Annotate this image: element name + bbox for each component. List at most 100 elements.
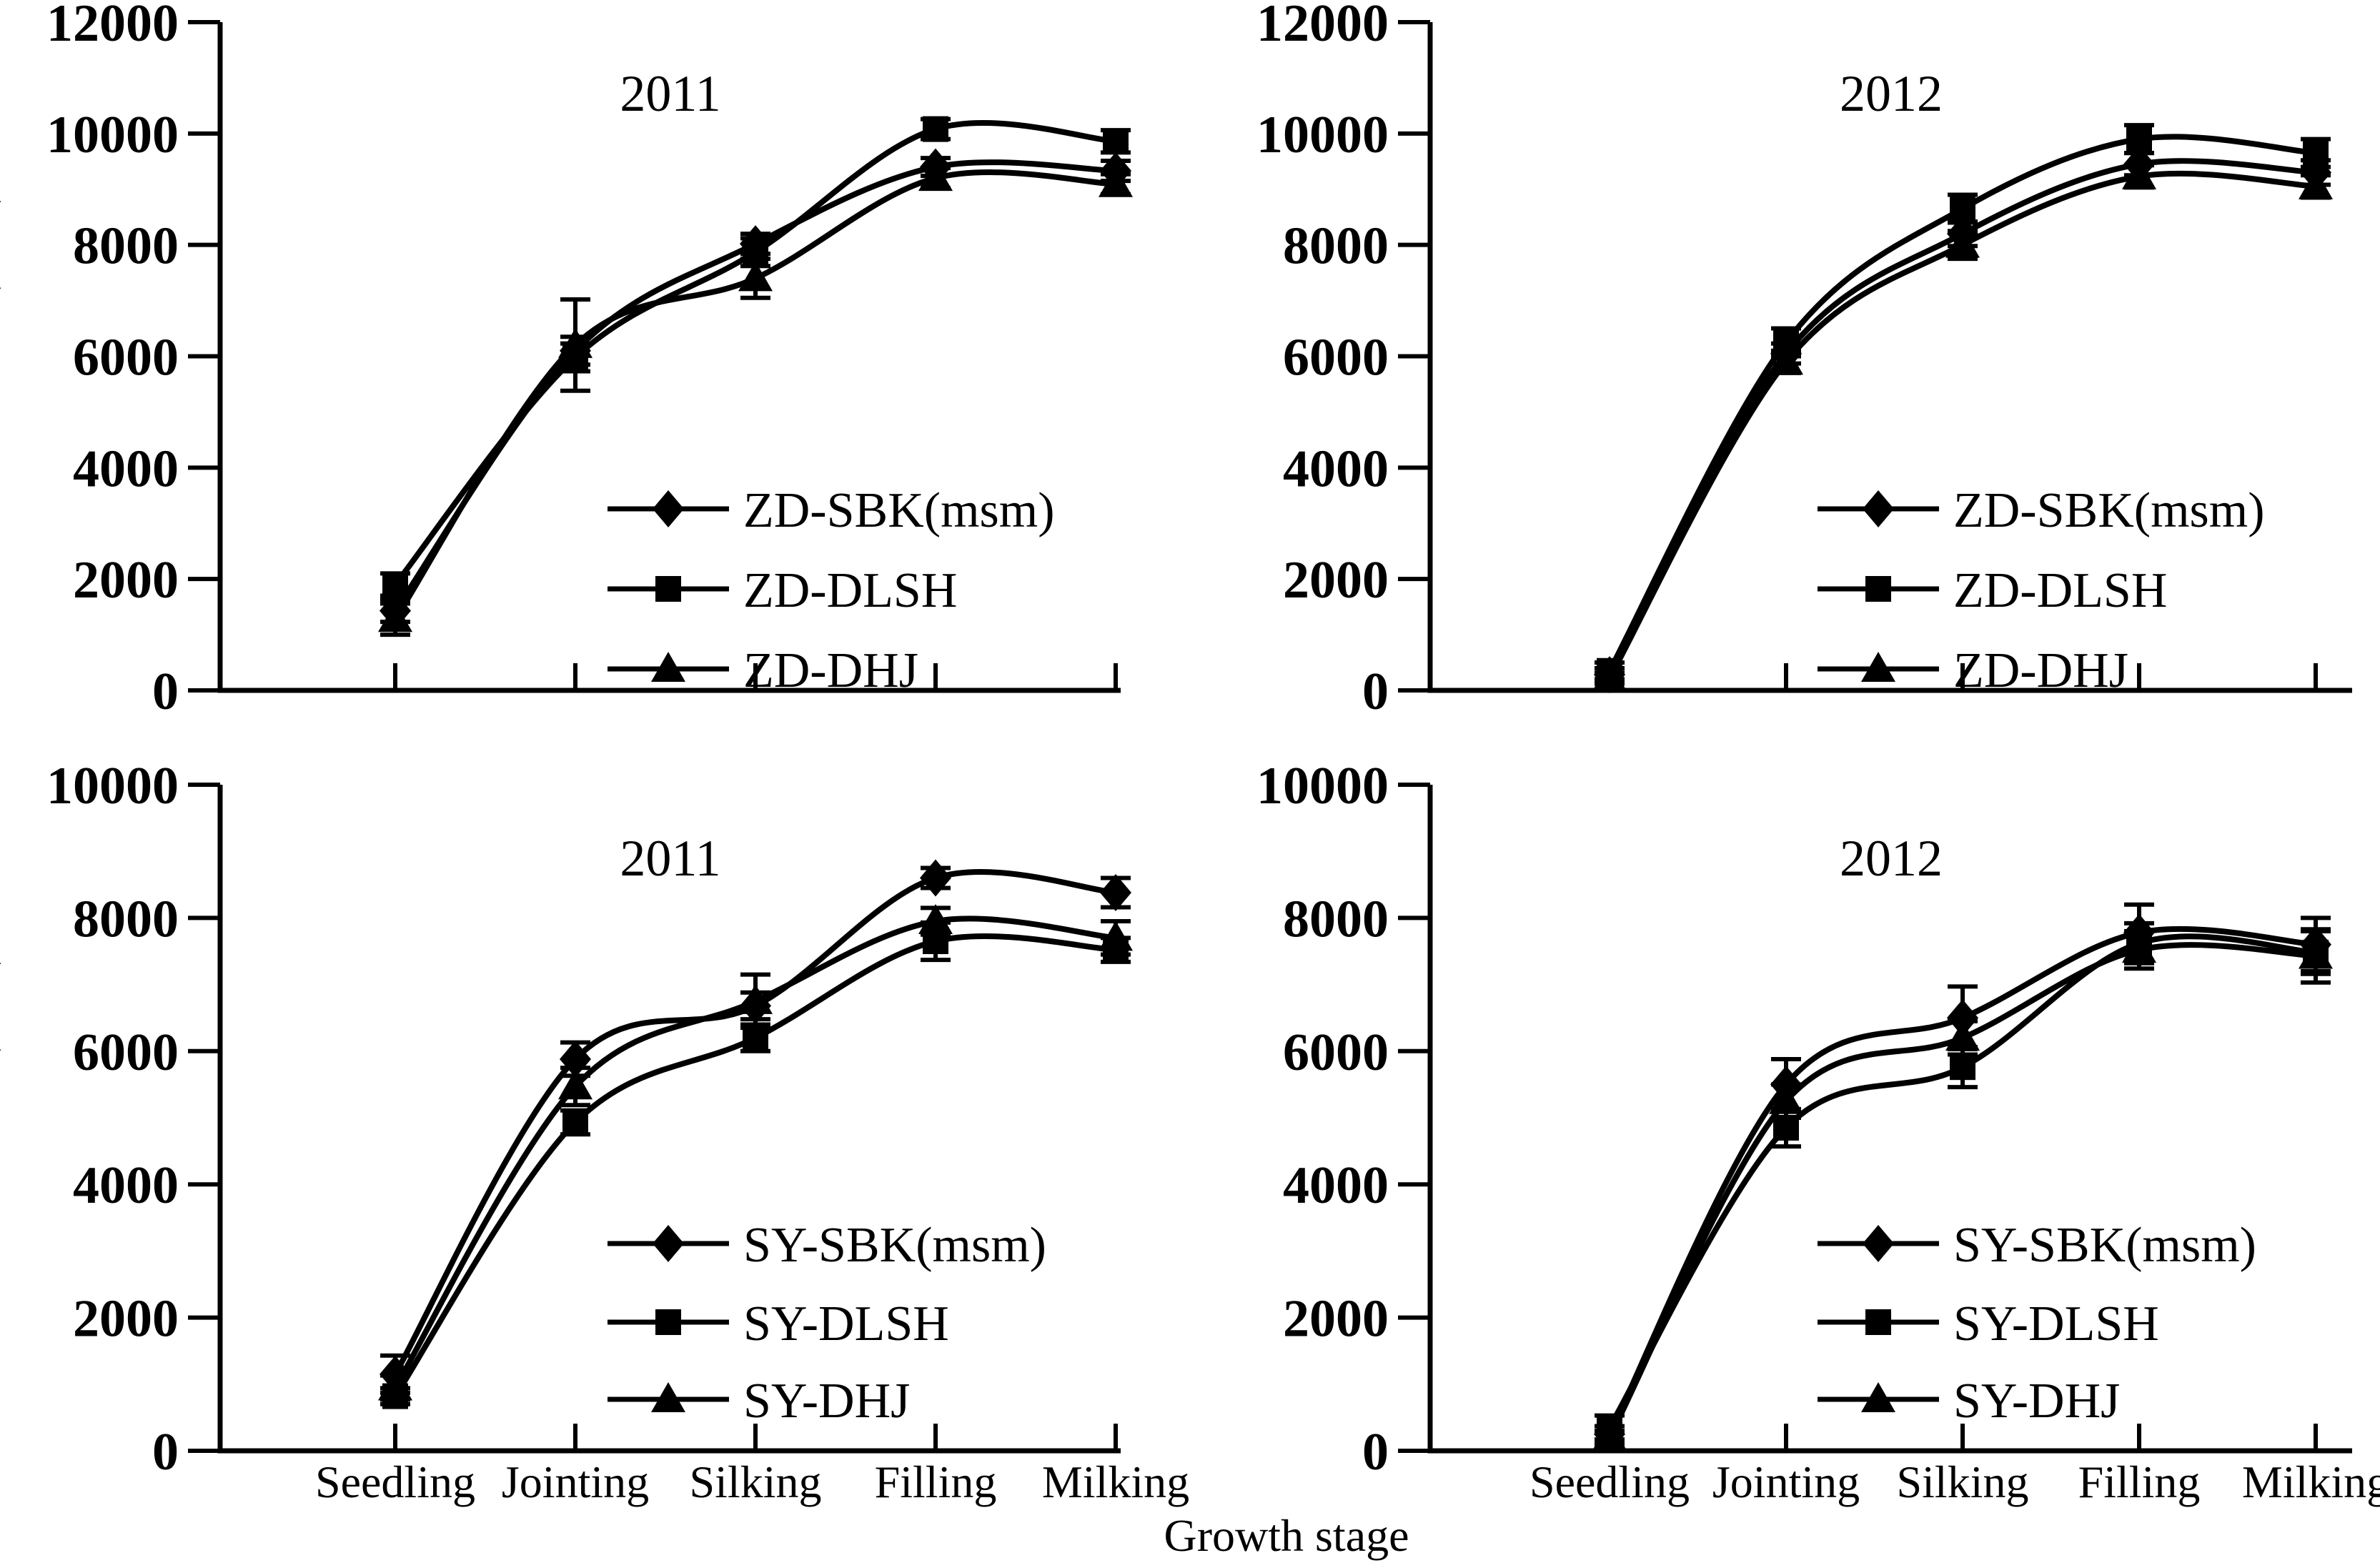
panel-title: 2011: [620, 830, 720, 887]
x-axis: Seedling Jointing Silking Filling Milking: [1529, 1424, 2380, 1507]
triangle-marker: [2299, 938, 2333, 969]
diamond-marker: [1863, 490, 1894, 527]
legend-label: ZD-DHJ: [743, 643, 918, 698]
diamond-marker: [653, 1225, 684, 1262]
legend-item-ZD-DLSH: ZD-DLSH: [1818, 563, 2167, 618]
x-axis: [393, 663, 1118, 690]
legend-item-ZD-DLSH: ZD-DLSH: [608, 563, 957, 618]
square-marker: [655, 1309, 681, 1335]
series-line: [392, 933, 1116, 1398]
x-tick-label: Milking: [1042, 1457, 1189, 1507]
y-tick-label: 6000: [73, 329, 179, 387]
x-tick-label: Silking: [1897, 1457, 2029, 1507]
legend: ZD-SBK(msm) ZD-DLSH ZD-DHJ: [608, 483, 1055, 698]
triangle-marker: [738, 261, 773, 292]
y-axis: 0 2000 4000 6000 8000 10000: [1256, 757, 1430, 1482]
triangle-marker: [1769, 1083, 1803, 1114]
y-tick-label: 10000: [46, 757, 179, 815]
triangle-marker: [1945, 227, 1980, 258]
y-tick-label: 10000: [46, 106, 179, 164]
triangle-marker: [918, 161, 953, 192]
series-line: [1607, 170, 2316, 680]
legend-label: SY-SBK(msm): [1953, 1218, 2256, 1273]
triangle-marker: [558, 1069, 592, 1100]
diamond-marker: [1947, 999, 1978, 1037]
legend-item-ZD-SBK(msm): ZD-SBK(msm): [1818, 483, 2265, 538]
triangle-marker: [2122, 159, 2156, 189]
y-tick-label: 2000: [73, 1290, 179, 1349]
legend-label: SY-DHJ: [743, 1374, 910, 1429]
x-axis-label: Growth stage: [1164, 1510, 1409, 1561]
series-line: [392, 169, 1116, 621]
y-tick-label: 8000: [1283, 890, 1389, 948]
triangle-marker: [918, 904, 953, 935]
triangle-marker: [378, 602, 412, 632]
square-marker: [2126, 126, 2152, 152]
x-axis: Seedling Jointing Silking Filling Milking: [315, 1424, 1189, 1507]
legend-label: ZD-DLSH: [743, 563, 957, 618]
y-tick-label: 10000: [1256, 757, 1389, 815]
square-marker: [923, 116, 948, 142]
x-tick-label: Silking: [690, 1457, 822, 1507]
square-marker: [382, 571, 408, 597]
legend-item-SY-DLSH: SY-DLSH: [1818, 1296, 2159, 1351]
y-tick-label: 0: [152, 1423, 179, 1482]
series-line: [392, 869, 1116, 1376]
panel-title: 2012: [1840, 830, 1943, 887]
y-tick-label: 4000: [1283, 1156, 1389, 1215]
y-axis-label-close: ): [0, 948, 1, 966]
legend-label: SY-DLSH: [1953, 1296, 2159, 1351]
square-marker: [1865, 576, 1891, 602]
y-axis: 0 2000 4000 6000 8000 10000 12000: [46, 0, 220, 721]
legend-item-ZD-SBK(msm): ZD-SBK(msm): [608, 483, 1055, 538]
triangle-marker: [1769, 344, 1803, 375]
series-line: [1607, 933, 2316, 1429]
square-marker: [2303, 140, 2329, 167]
y-tick-label: 2000: [1283, 1290, 1389, 1349]
x-tick-label: Filling: [2078, 1457, 2201, 1507]
y-tick-label: 4000: [1283, 440, 1389, 498]
triangle-marker: [1945, 1021, 1980, 1051]
square-marker: [1103, 128, 1129, 154]
legend-label: SY-DLSH: [743, 1296, 949, 1351]
x-tick-label: Jointing: [1712, 1457, 1860, 1507]
triangle-marker: [1592, 1420, 1627, 1451]
series-line: [1607, 134, 2316, 673]
legend-item-SY-SBK(msm): SY-SBK(msm): [1818, 1218, 2256, 1273]
series-line: [1607, 942, 2316, 1439]
y-tick-label: 12000: [1256, 0, 1389, 53]
y-tick-label: 4000: [73, 1156, 179, 1215]
y-axis-label-text: Leaf area (cm: [0, 982, 1, 1287]
legend-item-SY-DHJ: SY-DHJ: [1818, 1374, 2120, 1429]
legend-label: SY-SBK(msm): [743, 1218, 1046, 1273]
chart-panel-top-left: 0 2000 4000 6000 8000 10000 12000 2011 ZD-SBK(ms…: [46, 0, 1133, 721]
legend-item-ZD-DHJ: ZD-DHJ: [1818, 643, 2128, 698]
y-tick-label: 2000: [73, 551, 179, 610]
y-tick-label: 10000: [1256, 106, 1389, 164]
triangle-marker: [1861, 1382, 1895, 1412]
triangle-marker: [1592, 660, 1627, 691]
legend-label: ZD-SBK(msm): [1953, 483, 2265, 538]
series-line: [392, 916, 1116, 1389]
x-tick-label: Jointing: [502, 1457, 649, 1507]
triangle-marker: [1099, 921, 1133, 951]
triangle-marker: [2299, 169, 2333, 199]
legend-label: ZD-DLSH: [1953, 563, 2167, 618]
diamond-marker: [920, 859, 951, 897]
y-axis-label-text: Leaf area (cm: [0, 220, 1, 525]
triangle-marker: [651, 1382, 685, 1412]
diamond-marker: [1100, 873, 1131, 911]
error-bars: [1595, 902, 2331, 1444]
panel-title: 2011: [620, 65, 720, 122]
legend-label: ZD-SBK(msm): [743, 483, 1055, 538]
square-marker: [562, 1109, 588, 1136]
series-SY-DHJ: [378, 904, 1133, 1402]
chart-panel-top-right: 0 2000 4000 6000 8000 10000 12000 2012 ZD-SBK(ms…: [1256, 0, 2352, 721]
triangle-marker: [378, 1370, 412, 1401]
legend: ZD-SBK(msm) ZD-DLSH ZD-DHJ: [1818, 483, 2265, 698]
series-SY-DHJ: [1592, 927, 2333, 1451]
series-SY-SBK(msm): [1594, 902, 2331, 1453]
triangle-marker: [2122, 933, 2156, 963]
diamond-marker: [653, 490, 684, 527]
